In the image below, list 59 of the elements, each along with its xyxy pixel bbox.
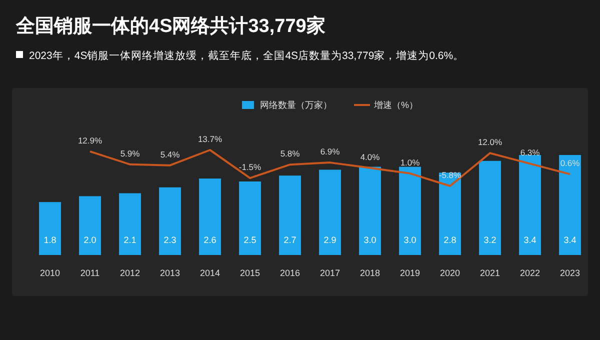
data-label: 5.4% — [160, 149, 180, 160]
x-tick-label: 2010 — [40, 268, 60, 278]
data-label: 1.8 — [44, 235, 56, 245]
bar — [199, 178, 221, 255]
bar — [239, 181, 261, 255]
data-label: 2.8 — [444, 235, 456, 245]
data-label: 0.6% — [560, 158, 580, 168]
bar — [159, 187, 181, 255]
x-tick-label: 2013 — [160, 268, 180, 278]
data-label: 4.0% — [360, 152, 380, 162]
data-label: 2.5 — [244, 235, 256, 245]
x-tick-label: 2023 — [560, 268, 580, 278]
data-label: 2.9 — [324, 235, 336, 245]
data-label: 12.9% — [78, 135, 102, 146]
data-label: -1.5% — [238, 162, 262, 172]
data-label: 6.9% — [320, 146, 340, 157]
data-label: -5.8% — [438, 170, 462, 180]
bar — [79, 196, 101, 255]
data-label: 6.3% — [520, 148, 540, 158]
data-label: 12.0% — [478, 137, 502, 148]
bar — [319, 170, 341, 255]
x-tick-label: 2018 — [360, 268, 380, 278]
data-label: 3.2 — [484, 235, 496, 245]
data-label: 3.0 — [364, 235, 376, 245]
x-tick-label: 2015 — [240, 268, 260, 278]
x-tick-label: 2012 — [120, 268, 140, 278]
legend-label: 增速（%） — [373, 100, 418, 110]
x-tick-label: 2021 — [480, 268, 500, 278]
x-tick-label: 2020 — [440, 268, 460, 278]
bar — [439, 172, 461, 255]
chart-title: 全国销服一体的4S网络共计33,779家 — [15, 15, 326, 37]
data-label: 5.8% — [280, 148, 300, 159]
x-tick-label: 2011 — [80, 268, 100, 278]
data-label: 2.6 — [204, 235, 216, 245]
bar — [479, 160, 501, 255]
x-tick-label: 2022 — [520, 268, 540, 278]
bar — [279, 176, 301, 255]
bar — [399, 166, 421, 255]
bar — [519, 155, 541, 255]
bar — [359, 166, 381, 255]
bar — [559, 155, 581, 255]
data-label: 3.4 — [524, 235, 536, 245]
data-label: 2.1 — [124, 235, 136, 245]
bar — [39, 202, 61, 255]
data-label: 2.3 — [164, 235, 176, 245]
data-label: 2.0 — [84, 235, 96, 245]
x-tick-label: 2017 — [320, 268, 340, 278]
data-label: 1.0% — [400, 157, 420, 168]
chart-subtitle: 2023年，4S销服一体网络增速放缓，截至年底，全国4S店数量为33,779家，增速为0.6%。 — [29, 49, 464, 62]
legend-label: 网络数量（万家） — [260, 100, 332, 110]
data-label: 3.4 — [564, 235, 576, 245]
data-label: 5.9% — [120, 148, 140, 158]
x-tick-label: 2016 — [280, 268, 300, 278]
data-label: 2.7 — [284, 235, 296, 245]
bar — [119, 193, 141, 255]
x-tick-label: 2019 — [400, 268, 420, 278]
data-label: 13.7% — [198, 134, 222, 144]
data-label: 3.0 — [404, 235, 416, 245]
x-tick-label: 2014 — [200, 268, 220, 278]
